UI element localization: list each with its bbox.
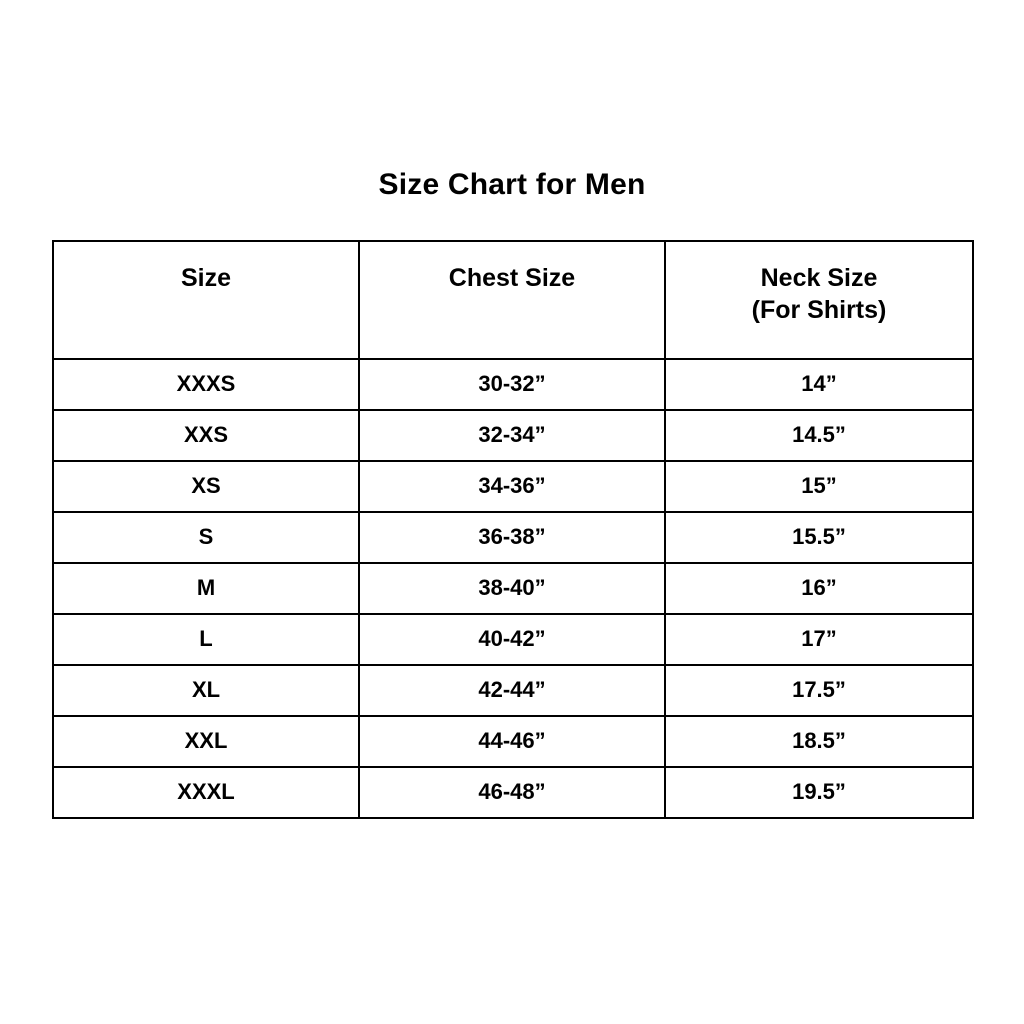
column-header-neck-size-label: Neck Size — [760, 264, 878, 292]
column-header-size-label: Size — [180, 264, 232, 292]
cell-size: XXXL — [52, 766, 360, 819]
cell-neck: 16” — [664, 562, 974, 615]
cell-neck: 17.5” — [664, 664, 974, 717]
size-chart-table-container: Size Chest Size Neck Size (For Shirts) X… — [52, 240, 974, 819]
table-body: XXXS 30-32” 14” XXS 32-34” 14.5” XS 34-3… — [52, 358, 974, 819]
table-row: XS 34-36” 15” — [52, 460, 974, 513]
cell-chest: 36-38” — [358, 511, 666, 564]
cell-size: XXL — [52, 715, 360, 768]
cell-chest: 38-40” — [358, 562, 666, 615]
cell-size: M — [52, 562, 360, 615]
table-row: XXXL 46-48” 19.5” — [52, 766, 974, 819]
size-chart-table: Size Chest Size Neck Size (For Shirts) X… — [52, 240, 974, 819]
cell-neck: 19.5” — [664, 766, 974, 819]
table-row: M 38-40” 16” — [52, 562, 974, 615]
cell-chest: 40-42” — [358, 613, 666, 666]
cell-size: S — [52, 511, 360, 564]
cell-neck: 14” — [664, 358, 974, 411]
table-row: XXXS 30-32” 14” — [52, 358, 974, 411]
cell-neck: 14.5” — [664, 409, 974, 462]
cell-neck: 15” — [664, 460, 974, 513]
cell-chest: 30-32” — [358, 358, 666, 411]
column-header-size: Size — [52, 240, 360, 360]
table-row: S 36-38” 15.5” — [52, 511, 974, 564]
page-title: Size Chart for Men — [378, 168, 646, 201]
column-header-neck-size-sublabel: (For Shirts) — [751, 296, 887, 324]
cell-size: XL — [52, 664, 360, 717]
column-header-chest-size-label: Chest Size — [448, 264, 576, 292]
table-header-row: Size Chest Size Neck Size (For Shirts) — [52, 240, 974, 360]
cell-chest: 46-48” — [358, 766, 666, 819]
column-header-neck-size: Neck Size (For Shirts) — [664, 240, 974, 360]
column-header-chest-size: Chest Size — [358, 240, 666, 360]
cell-size: XXS — [52, 409, 360, 462]
table-row: L 40-42” 17” — [52, 613, 974, 666]
cell-neck: 15.5” — [664, 511, 974, 564]
table-row: XXS 32-34” 14.5” — [52, 409, 974, 462]
cell-chest: 34-36” — [358, 460, 666, 513]
table-row: XL 42-44” 17.5” — [52, 664, 974, 717]
table-row: XXL 44-46” 18.5” — [52, 715, 974, 768]
table-header: Size Chest Size Neck Size (For Shirts) — [52, 240, 974, 360]
cell-chest: 44-46” — [358, 715, 666, 768]
cell-neck: 18.5” — [664, 715, 974, 768]
cell-chest: 42-44” — [358, 664, 666, 717]
cell-size: XXXS — [52, 358, 360, 411]
cell-chest: 32-34” — [358, 409, 666, 462]
cell-neck: 17” — [664, 613, 974, 666]
cell-size: L — [52, 613, 360, 666]
cell-size: XS — [52, 460, 360, 513]
